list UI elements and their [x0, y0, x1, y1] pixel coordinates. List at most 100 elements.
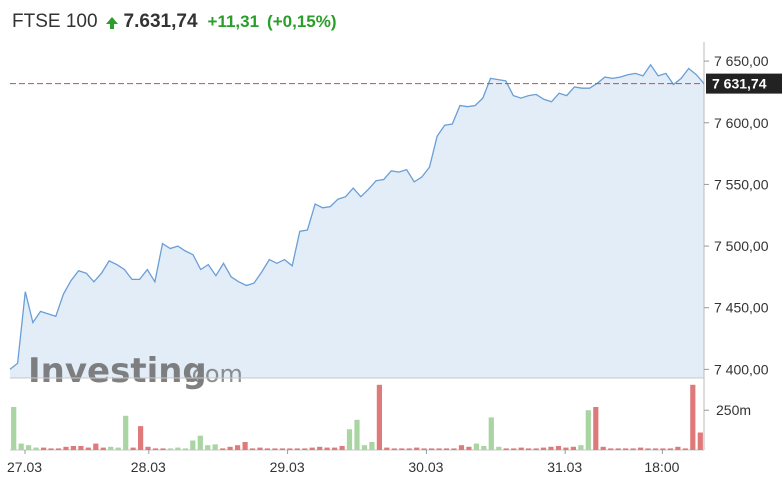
volume-bar: [675, 446, 681, 450]
watermark-investing: Investing: [28, 351, 207, 391]
volume-bar: [160, 448, 166, 450]
y-tick-label: 7 450,00: [714, 300, 769, 316]
volume-bar: [429, 448, 435, 450]
volume-bar: [115, 447, 121, 450]
volume-tick-label: 250m: [716, 402, 751, 418]
volume-bar: [167, 448, 173, 450]
watermark-com: .com: [184, 360, 243, 388]
y-tick-label: 7 500,00: [714, 238, 769, 254]
volume-bar: [585, 410, 591, 450]
volume-bar: [227, 446, 233, 450]
volume-bar: [279, 448, 285, 450]
volume-bar: [354, 419, 360, 450]
last-price: 7.631,74: [123, 11, 198, 32]
volume-bar: [533, 448, 539, 450]
volume-bar: [272, 448, 278, 450]
x-tick-label: 27.03: [7, 459, 42, 475]
volume-bar: [608, 448, 614, 450]
volume-bar: [369, 442, 375, 450]
x-tick-label: 18:00: [644, 459, 679, 475]
volume-bar: [376, 384, 382, 450]
volume-bar: [130, 447, 136, 450]
y-tick-label: 7 400,00: [714, 361, 769, 377]
volume-bar: [526, 448, 532, 450]
volume-bar: [406, 448, 412, 450]
volume-bar: [421, 448, 427, 450]
price-change: +11,31: [207, 12, 260, 31]
volume-bar: [242, 442, 248, 450]
volume-bar: [481, 446, 487, 450]
volume-bar: [466, 446, 472, 450]
x-tick-label: 30.03: [408, 459, 443, 475]
volume-bar: [615, 448, 621, 450]
volume-bar: [93, 443, 99, 450]
price-line: [9, 63, 705, 370]
volume-bar: [496, 446, 502, 450]
volume-bar: [108, 446, 114, 450]
volume-bar: [63, 446, 69, 450]
volume-bar: [145, 446, 151, 450]
volume-bar: [41, 447, 47, 450]
volume-bar: [182, 448, 188, 450]
volume-bar: [690, 384, 696, 450]
volume-bar: [11, 407, 17, 450]
volume-bar: [346, 429, 353, 450]
volume-bar: [555, 446, 562, 450]
volume-bar: [652, 448, 659, 450]
volume-bar: [175, 447, 181, 450]
volume-bar: [55, 448, 62, 450]
volume-bar: [123, 415, 129, 450]
price-change-percent: (+0,15%): [267, 12, 337, 31]
volume-bar: [623, 448, 629, 450]
volume-bar: [473, 443, 479, 450]
volume-bar: [518, 447, 524, 450]
volume-bar: [18, 443, 24, 450]
volume-bar: [578, 445, 584, 450]
volume-bar: [361, 445, 368, 450]
volume-bar: [324, 447, 330, 450]
volume-bar: [33, 447, 39, 450]
volume-bar: [391, 448, 397, 450]
volume-bar: [697, 432, 703, 450]
volume-bar: [235, 445, 241, 450]
volume-bar: [682, 448, 688, 450]
up-arrow-icon: [105, 16, 118, 29]
volume-bar: [384, 447, 390, 450]
volume-bar: [511, 448, 517, 450]
volume-bar: [540, 447, 547, 450]
volume-bar: [264, 448, 270, 450]
quote-header: FTSE 100 7.631,74 +11,31 (+0,15%): [12, 10, 337, 34]
volume-bar: [570, 446, 576, 450]
x-tick-label: 28.03: [131, 459, 166, 475]
volume-bar: [443, 448, 450, 450]
x-tick-label: 29.03: [270, 459, 305, 475]
price-area: [10, 64, 704, 379]
volume-bar: [414, 447, 420, 450]
last-value-label-box: [706, 73, 782, 94]
volume-bar: [287, 448, 293, 450]
y-tick-label: 7 600,00: [714, 115, 769, 131]
volume-bar: [70, 446, 76, 450]
x-tick-label: 31.03: [547, 459, 582, 475]
volume-bar: [548, 446, 554, 450]
volume-bar: [503, 448, 509, 450]
volume-bar: [26, 445, 32, 450]
volume-bar: [638, 447, 644, 450]
volume-bar: [451, 448, 457, 450]
volume-bar: [317, 446, 323, 450]
volume-bar: [309, 447, 315, 450]
volume-bar: [220, 448, 226, 450]
volume-bar: [100, 447, 106, 450]
volume-bar: [600, 446, 606, 450]
volume-bar: [190, 440, 196, 450]
volume-bar: [302, 448, 308, 450]
volume-bar: [593, 407, 599, 450]
volume-bar: [458, 445, 465, 450]
instrument-name: FTSE 100: [12, 11, 98, 32]
volume-bar: [249, 448, 256, 450]
volume-bar: [436, 448, 442, 450]
y-tick-label: 7 650,00: [714, 53, 769, 69]
volume-bar: [197, 435, 203, 450]
volume-bar: [48, 448, 54, 450]
